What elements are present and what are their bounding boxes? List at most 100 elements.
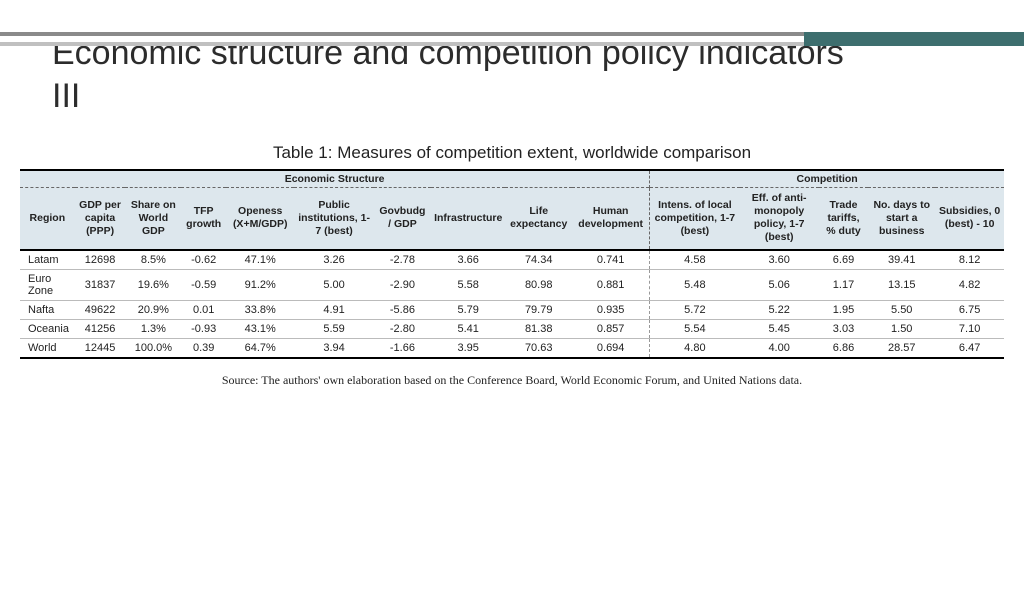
value-cell: 7.10 [935,319,1004,338]
value-cell: 5.59 [294,319,373,338]
column-header: Govbudg / GDP [374,188,431,250]
table-group-header: Economic StructureCompetition [20,170,1004,188]
value-cell: 3.95 [431,338,505,358]
column-header: Share on World GDP [125,188,181,250]
value-cell: 64.7% [226,338,294,358]
table-body: Latam126988.5%-0.6247.1%3.26-2.783.6674.… [20,250,1004,358]
value-cell: 5.22 [740,300,819,319]
column-header: Intens. of local competition, 1-7 (best) [650,188,740,250]
column-header: TFP growth [181,188,226,250]
column-header: Public institutions, 1-7 (best) [294,188,373,250]
table-row: Nafta4962220.9%0.0133.8%4.91-5.865.7979.… [20,300,1004,319]
group-header: Economic Structure [20,170,650,188]
value-cell: 28.57 [868,338,935,358]
region-cell: Nafta [20,300,75,319]
value-cell: -2.78 [374,250,431,270]
column-header: Openess (X+M/GDP) [226,188,294,250]
value-cell: 6.75 [935,300,1004,319]
value-cell: 100.0% [125,338,181,358]
value-cell: 3.66 [431,250,505,270]
value-cell: -1.66 [374,338,431,358]
slide-top-border [0,32,1024,46]
region-cell: Latam [20,250,75,270]
value-cell: 0.694 [572,338,650,358]
value-cell: 6.86 [819,338,868,358]
value-cell: 4.58 [650,250,740,270]
table-row: Oceania412561.3%-0.9343.1%5.59-2.805.418… [20,319,1004,338]
value-cell: 43.1% [226,319,294,338]
column-header: Human development [572,188,650,250]
value-cell: 3.26 [294,250,373,270]
value-cell: 0.39 [181,338,226,358]
region-cell: Euro Zone [20,269,75,300]
value-cell: 5.06 [740,269,819,300]
value-cell: 6.69 [819,250,868,270]
value-cell: 13.15 [868,269,935,300]
table-row: World12445100.0%0.3964.7%3.94-1.663.9570… [20,338,1004,358]
value-cell: 0.741 [572,250,650,270]
value-cell: 5.00 [294,269,373,300]
value-cell: 5.58 [431,269,505,300]
value-cell: 5.72 [650,300,740,319]
column-header: Region [20,188,75,250]
value-cell: 0.935 [572,300,650,319]
value-cell: 19.6% [125,269,181,300]
column-header: GDP per capita (PPP) [75,188,126,250]
value-cell: 4.82 [935,269,1004,300]
column-header: Eff. of anti-monopoly policy, 1-7 (best) [740,188,819,250]
value-cell: 5.41 [431,319,505,338]
value-cell: 39.41 [868,250,935,270]
table-wrapper: Economic StructureCompetition RegionGDP … [20,169,1004,359]
top-border-teal [804,32,1024,46]
column-header: Trade tariffs, % duty [819,188,868,250]
region-cell: World [20,338,75,358]
value-cell: 6.47 [935,338,1004,358]
column-header: Infrastructure [431,188,505,250]
value-cell: 91.2% [226,269,294,300]
value-cell: 5.50 [868,300,935,319]
value-cell: -2.90 [374,269,431,300]
value-cell: 0.01 [181,300,226,319]
value-cell: 47.1% [226,250,294,270]
data-table: Economic StructureCompetition RegionGDP … [20,169,1004,359]
value-cell: 3.94 [294,338,373,358]
value-cell: 81.38 [505,319,572,338]
value-cell: 4.00 [740,338,819,358]
value-cell: 8.12 [935,250,1004,270]
value-cell: 1.17 [819,269,868,300]
column-header: Subsidies, 0 (best) - 10 [935,188,1004,250]
value-cell: -0.93 [181,319,226,338]
value-cell: 5.79 [431,300,505,319]
value-cell: 0.857 [572,319,650,338]
value-cell: 1.95 [819,300,868,319]
source-note: Source: The authors' own elaboration bas… [0,373,1024,388]
column-header: No. days to start a business [868,188,935,250]
value-cell: -2.80 [374,319,431,338]
value-cell: -0.62 [181,250,226,270]
value-cell: 3.03 [819,319,868,338]
top-border-gray [0,32,804,46]
value-cell: 49622 [75,300,126,319]
value-cell: -0.59 [181,269,226,300]
value-cell: 12445 [75,338,126,358]
table-row: Latam126988.5%-0.6247.1%3.26-2.783.6674.… [20,250,1004,270]
column-header: Life expectancy [505,188,572,250]
table-column-header: RegionGDP per capita (PPP)Share on World… [20,188,1004,250]
value-cell: 4.91 [294,300,373,319]
region-cell: Oceania [20,319,75,338]
value-cell: 3.60 [740,250,819,270]
value-cell: 4.80 [650,338,740,358]
value-cell: 5.45 [740,319,819,338]
value-cell: 80.98 [505,269,572,300]
value-cell: 20.9% [125,300,181,319]
value-cell: 1.50 [868,319,935,338]
group-header: Competition [650,170,1004,188]
value-cell: -5.86 [374,300,431,319]
value-cell: 8.5% [125,250,181,270]
value-cell: 79.79 [505,300,572,319]
value-cell: 0.881 [572,269,650,300]
value-cell: 12698 [75,250,126,270]
table-caption: Table 1: Measures of competition extent,… [0,143,1024,163]
value-cell: 41256 [75,319,126,338]
value-cell: 5.54 [650,319,740,338]
